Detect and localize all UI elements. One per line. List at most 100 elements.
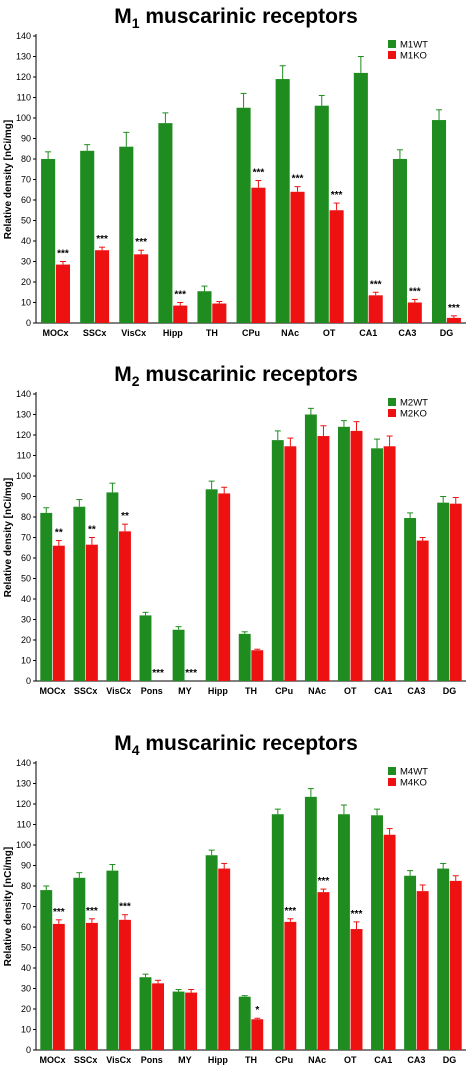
bar-M2WT-DG bbox=[437, 502, 450, 681]
y-tick-label: 60 bbox=[21, 922, 31, 932]
bar-M2KO-VisCx bbox=[119, 531, 131, 681]
chart-title-rest: muscarinic receptors bbox=[140, 5, 358, 28]
significance-label: *** bbox=[174, 290, 186, 301]
y-tick-label: 110 bbox=[17, 820, 31, 830]
bar-M2KO-CA3 bbox=[416, 540, 429, 681]
y-tick-label: 0 bbox=[26, 676, 31, 686]
y-tick-label: 60 bbox=[21, 553, 31, 563]
x-tick-label: CPu bbox=[275, 686, 293, 696]
y-tick-label: 130 bbox=[16, 410, 31, 420]
significance-label: *** bbox=[448, 303, 460, 314]
chart-panel-m2: M2 muscarinic receptors Relative density … bbox=[0, 358, 473, 708]
significance-label: *** bbox=[292, 174, 304, 185]
bar-M4KO-TH bbox=[251, 1019, 264, 1050]
y-tick-label: 80 bbox=[21, 881, 31, 891]
bar-M1KO-SSCx bbox=[95, 250, 110, 323]
significance-label: *** bbox=[86, 906, 98, 917]
bar-M2KO-NAc bbox=[317, 436, 330, 681]
y-tick-label: 50 bbox=[21, 943, 31, 953]
bar-M1KO-MOCx bbox=[55, 264, 71, 323]
y-tick-label: 10 bbox=[21, 298, 31, 308]
bar-M2WT-TH bbox=[238, 633, 251, 681]
legend-swatch-M1WT bbox=[388, 40, 396, 48]
bar-M2KO-DG bbox=[449, 503, 462, 681]
bar-M1WT-CPu bbox=[236, 107, 251, 323]
x-tick-label: DG bbox=[440, 328, 454, 338]
bar-M4KO-NAc bbox=[317, 892, 330, 1050]
bar-M2WT-VisCx bbox=[106, 492, 119, 681]
y-tick-label: 90 bbox=[21, 861, 31, 871]
y-tick-label: 140 bbox=[16, 758, 31, 768]
bar-M4KO-CPu bbox=[284, 921, 297, 1050]
bar-M2WT-NAc bbox=[304, 414, 317, 681]
significance-label: *** bbox=[253, 168, 265, 179]
bar-M1KO-Hipp bbox=[173, 305, 188, 323]
x-tick-label: Hipp bbox=[208, 1055, 228, 1065]
x-tick-label: CA1 bbox=[359, 328, 377, 338]
y-tick-label: 110 bbox=[17, 451, 31, 461]
significance-label: * bbox=[255, 1005, 259, 1016]
bar-M4WT-NAc bbox=[304, 796, 317, 1050]
bar-M4KO-DG bbox=[449, 880, 462, 1050]
bar-M1KO-VisCx bbox=[134, 254, 149, 323]
bar-M1WT-MOCx bbox=[41, 159, 56, 323]
bar-M4WT-DG bbox=[437, 868, 450, 1050]
x-tick-label: SSCx bbox=[74, 1055, 98, 1065]
significance-label: *** bbox=[331, 190, 343, 201]
x-tick-label: VisCx bbox=[106, 1055, 131, 1065]
bar-M4WT-OT bbox=[337, 814, 350, 1050]
x-tick-label: NAc bbox=[308, 686, 326, 696]
bar-M2KO-SSCx bbox=[85, 544, 98, 681]
y-tick-label: 100 bbox=[16, 113, 31, 123]
bar-M4WT-TH bbox=[238, 996, 251, 1050]
bar-M1KO-OT bbox=[329, 210, 344, 323]
bar-M2WT-SSCx bbox=[73, 506, 86, 681]
x-tick-label: TH bbox=[245, 686, 257, 696]
bar-M1KO-DG bbox=[446, 317, 461, 323]
significance-label: *** bbox=[409, 286, 421, 297]
chart-title-subscript: 2 bbox=[132, 373, 140, 389]
bar-M4KO-Hipp bbox=[218, 868, 231, 1050]
x-tick-label: DG bbox=[443, 686, 457, 696]
significance-label: *** bbox=[57, 249, 69, 260]
bar-M1KO-NAc bbox=[290, 191, 305, 323]
legend-label: M4WT bbox=[400, 767, 428, 778]
legend-label: M2WT bbox=[400, 398, 428, 409]
x-tick-label: CPu bbox=[242, 328, 260, 338]
significance-label: *** bbox=[96, 234, 108, 245]
bar-M2KO-TH bbox=[251, 650, 264, 681]
y-tick-label: 70 bbox=[21, 533, 31, 543]
chart-title-subscript: 1 bbox=[132, 15, 140, 31]
bar-M4KO-SSCx bbox=[85, 922, 98, 1050]
significance-label: *** bbox=[370, 279, 382, 290]
chart-title: M1 muscarinic receptors bbox=[114, 5, 358, 31]
x-tick-label: OT bbox=[323, 328, 336, 338]
bar-M1KO-TH bbox=[212, 303, 227, 323]
bar-M2WT-CA1 bbox=[371, 448, 383, 681]
bar-M2KO-Hipp bbox=[218, 493, 231, 681]
bar-M4WT-MY bbox=[172, 991, 185, 1050]
bar-M1KO-CA3 bbox=[407, 302, 422, 323]
legend-label: M2KO bbox=[400, 409, 427, 420]
significance-label: *** bbox=[185, 668, 197, 679]
x-tick-label: CA1 bbox=[374, 1055, 392, 1065]
bar-M4KO-CA1 bbox=[383, 834, 396, 1050]
bar-M2WT-OT bbox=[337, 426, 350, 681]
x-tick-label: NAc bbox=[308, 1055, 326, 1065]
bar-M1WT-CA1 bbox=[353, 72, 368, 324]
bar-M2KO-OT bbox=[350, 430, 363, 681]
bar-M2KO-CPu bbox=[284, 446, 297, 681]
bar-M2WT-Pons bbox=[139, 615, 152, 681]
x-tick-label: Pons bbox=[141, 1055, 163, 1065]
m4-bar-chart: M4 muscarinic receptors Relative density … bbox=[3, 732, 466, 1065]
y-tick-label: 10 bbox=[21, 656, 31, 666]
legend-swatch-M1KO bbox=[388, 51, 396, 59]
bar-M4WT-Pons bbox=[139, 977, 152, 1050]
significance-label: *** bbox=[135, 237, 147, 248]
chart-title-rest: muscarinic receptors bbox=[140, 732, 358, 755]
bar-M1KO-CPu bbox=[251, 187, 266, 323]
x-tick-label: SSCx bbox=[83, 328, 107, 338]
x-tick-label: TH bbox=[245, 1055, 257, 1065]
y-tick-label: 30 bbox=[21, 615, 31, 625]
bar-M1WT-Hipp bbox=[158, 123, 173, 323]
